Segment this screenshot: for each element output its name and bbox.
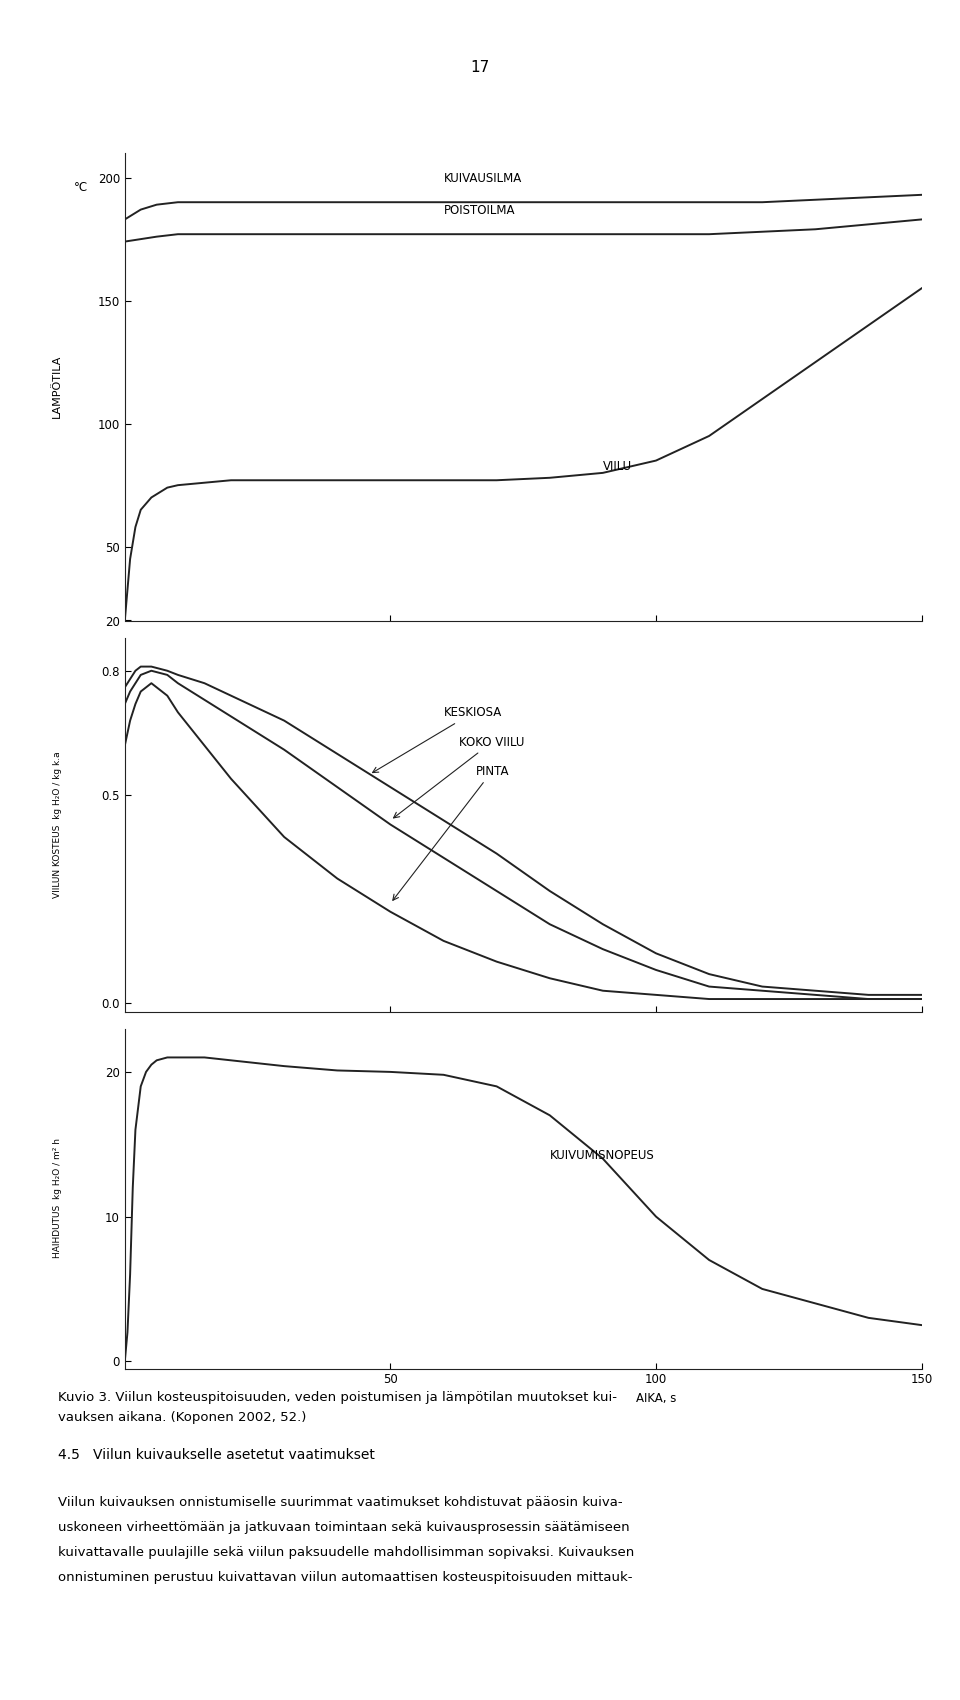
Text: 17: 17	[470, 60, 490, 75]
Text: Viilun kuivauksen onnistumiselle suurimmat vaatimukset kohdistuvat pääosin kuiva: Viilun kuivauksen onnistumiselle suurimm…	[58, 1496, 622, 1510]
Text: VIILUN KOSTEUS  kg H₂O / kg k.a: VIILUN KOSTEUS kg H₂O / kg k.a	[53, 751, 61, 898]
Text: onnistuminen perustuu kuivattavan viilun automaattisen kosteuspitoisuuden mittau: onnistuminen perustuu kuivattavan viilun…	[58, 1571, 632, 1584]
Text: 4.5   Viilun kuivaukselle asetetut vaatimukset: 4.5 Viilun kuivaukselle asetetut vaatimu…	[58, 1448, 374, 1462]
Text: HAIHDUTUS  kg H₂O / m² h: HAIHDUTUS kg H₂O / m² h	[53, 1139, 61, 1258]
Text: KOKO VIILU: KOKO VIILU	[394, 736, 525, 818]
Text: POISTOILMA: POISTOILMA	[444, 204, 515, 218]
Text: KUIVUMISNOPEUS: KUIVUMISNOPEUS	[550, 1149, 655, 1161]
Text: PINTA: PINTA	[393, 765, 509, 901]
Text: °C: °C	[74, 182, 88, 194]
Text: VIILU: VIILU	[603, 461, 632, 473]
Text: AIKA, s: AIKA, s	[636, 1392, 676, 1404]
Text: KUIVAUSILMA: KUIVAUSILMA	[444, 172, 522, 185]
Text: LAMPÖTILA: LAMPÖTILA	[52, 355, 62, 418]
Text: kuivattavalle puulajille sekä viilun paksuudelle mahdollisimman sopivaksi. Kuiva: kuivattavalle puulajille sekä viilun pak…	[58, 1547, 634, 1559]
Text: vauksen aikana. (Koponen 2002, 52.): vauksen aikana. (Koponen 2002, 52.)	[58, 1411, 306, 1425]
Text: KESKIOSA: KESKIOSA	[372, 707, 502, 772]
Text: Kuvio 3. Viilun kosteuspitoisuuden, veden poistumisen ja lämpötilan muutokset ku: Kuvio 3. Viilun kosteuspitoisuuden, vede…	[58, 1391, 616, 1404]
Text: uskoneen virheettömään ja jatkuvaan toimintaan sekä kuivausprosessin säätämiseen: uskoneen virheettömään ja jatkuvaan toim…	[58, 1522, 629, 1533]
